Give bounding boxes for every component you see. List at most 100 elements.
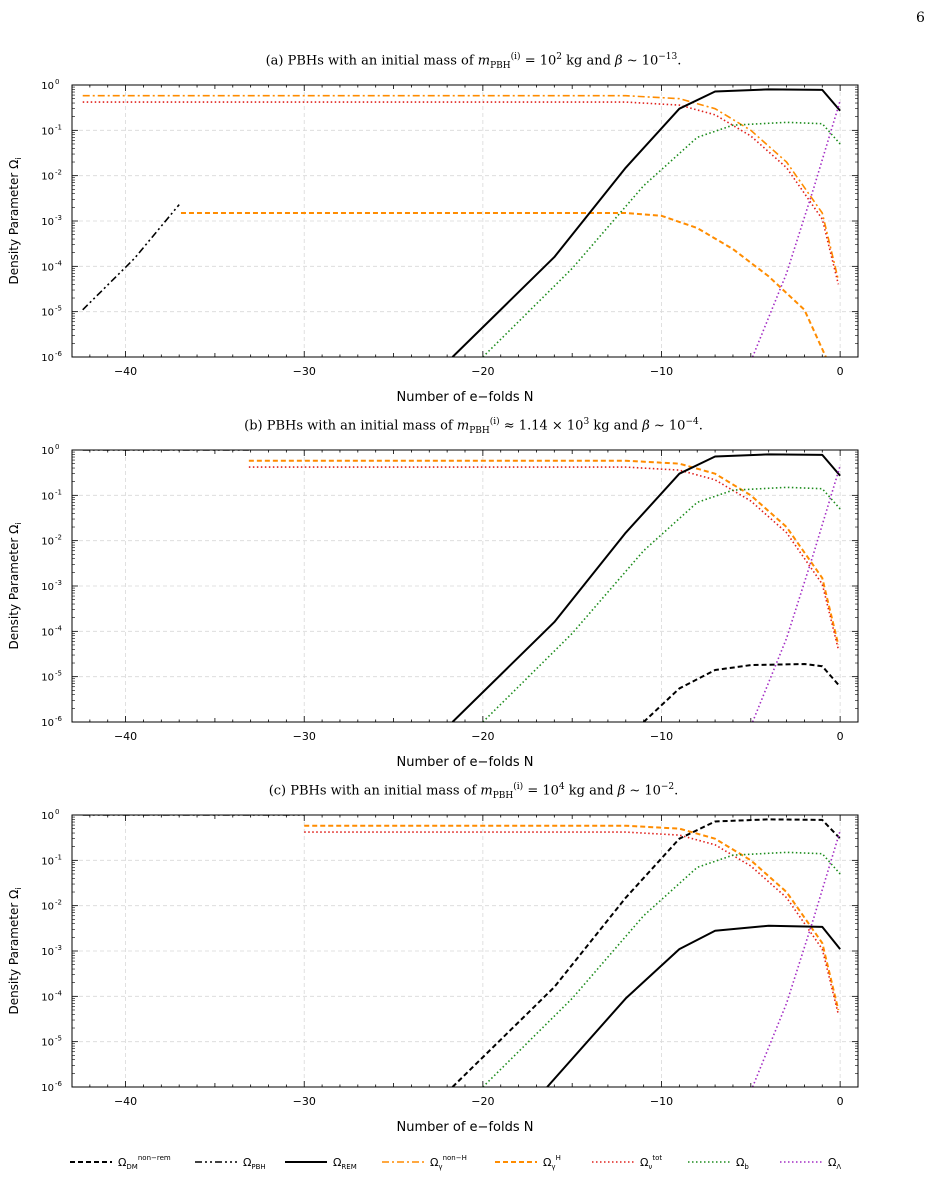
x-tick-label: −30 [293,1095,316,1108]
chart-title-beta-exp: −4 [685,417,699,427]
legend-label: Ωνtot [640,1154,662,1171]
legend-label-sub: PBH [251,1163,265,1171]
x-tick-label: −10 [650,365,673,378]
y-tick-label: 10 [41,1038,54,1049]
x-tick-label: −40 [114,1095,137,1108]
legend-label: ΩDMnon−rem [118,1154,171,1171]
legend-item-lambda: ΩΛ [780,1156,841,1171]
chart-plot-b: −40 −30 −20 −10 010 -610 -510 -410 -310 -210 -110 0… [7,443,859,770]
series-line-gamma_H [180,212,827,357]
series-line-lambda [751,830,841,1087]
y-tick-label: 10 [41,537,54,548]
x-axis-label: Number of e−folds N [397,1120,534,1135]
y-axis-label: Density Parameter Ωi [7,522,23,649]
x-tick-label: −20 [471,730,494,743]
x-tick-label: −40 [114,730,137,743]
y-tick-label: 10 [41,947,54,958]
y-axis-label-sub: i [14,887,23,889]
y-axis-label-sub: i [14,157,23,159]
series-line-nu_tot [82,101,840,285]
series-line-b [482,486,841,722]
series-line-gamma_H [248,459,840,646]
legend-label: ΩPBH [243,1156,266,1171]
legend-label-sub: REM [341,1163,356,1171]
legend-item-nu_tot: Ωνtot [592,1154,662,1171]
series-line-b [482,121,841,357]
series-group [82,450,841,722]
legend-label-sub: b [744,1163,749,1171]
chart-title-beta-exp: −13 [658,52,678,62]
y-tick-label-exp: -3 [55,579,62,587]
legend-label-sup: tot [652,1154,662,1162]
y-tick-label-exp: -4 [55,259,63,267]
chart-title-mass-exp: 4 [558,782,565,792]
y-tick-label-exp: -6 [55,350,63,358]
y-tick-label-exp: -6 [55,1080,63,1088]
y-tick-label: 10 [41,811,54,822]
chart-panel-b: (b) PBHs with an initial mass of mPBH(i)… [0,417,947,787]
chart-title-a: (a) PBHs with an initial mass of mPBH(i)… [265,52,682,71]
series-line-lambda [751,465,841,722]
x-tick-label: −10 [650,1095,673,1108]
y-tick-label-exp: -5 [55,1035,62,1043]
x-tick-label: −20 [471,365,494,378]
y-tick-label: 10 [41,81,54,92]
chart-plot-a: −40 −30 −20 −10 010 -610 -510 -410 -310 -210 -110 0… [7,78,859,405]
y-tick-label: 10 [41,718,54,729]
legend-label-sub: DM [126,1163,137,1171]
series-line-gamma_nonH [82,94,840,281]
series-line-dm_nonrem [642,663,841,722]
series-line-nu_tot [304,831,840,1015]
y-tick-label-exp: -4 [55,624,63,632]
y-tick-label-exp: -2 [55,534,62,542]
chart-title-mass-exp: 2 [556,52,562,62]
x-tick-label: −20 [471,1095,494,1108]
series-line-rem [451,453,841,722]
legend-label-sub: Λ [836,1163,841,1171]
y-tick-label: 10 [41,992,54,1003]
y-tick-label: 10 [41,902,54,913]
chart-title-prefix: (b) PBHs with an initial mass of [244,418,453,434]
legend-label-sup: H [556,1154,561,1162]
legend-item-gamma_nonH: Ωγnon−H [382,1154,467,1171]
y-tick-label-exp: 0 [55,443,59,451]
series-line-rem [451,88,841,357]
series-line-gamma_H [304,824,840,1011]
chart-title-mass: = 10 [524,53,557,69]
legend-item-pbh: ΩPBH [195,1156,266,1171]
series-group [82,88,841,357]
y-tick-label-exp: -3 [55,944,62,952]
chart-title-mass-exp: 3 [583,417,590,427]
chart-plot-c: −40 −30 −20 −10 010 -610 -510 -410 -310 -210 -110 0… [7,808,859,1135]
y-tick-label: 10 [41,172,54,183]
y-tick-label: 10 [41,673,54,684]
x-tick-label: −10 [650,730,673,743]
y-tick-label: 10 [41,308,54,319]
y-axis-label: Density Parameter Ωi [7,887,23,1014]
y-tick-label-exp: -5 [55,305,62,313]
x-tick-label: 0 [837,730,844,743]
y-tick-label: 10 [41,1083,54,1094]
series-line-lambda [751,100,841,357]
chart-title-mass: ≈ 1.14 × 10 [503,418,584,434]
x-tick-label: 0 [837,365,844,378]
series-line-b [482,851,841,1087]
y-tick-label-exp: -2 [55,899,62,907]
y-tick-label-exp: 0 [55,808,59,816]
chart-title-c: (c) PBHs with an initial mass of mPBH(i)… [268,782,679,801]
y-tick-label-exp: -1 [55,123,62,131]
legend-label: ΩγH [543,1154,561,1171]
y-tick-label-exp: -2 [55,169,62,177]
chart-title-prefix: (a) PBHs with an initial mass of [265,53,474,69]
y-tick-label-exp: -4 [55,989,63,997]
legend-label: Ωγnon−H [430,1154,467,1171]
chart-legend: ΩDMnon−rem ΩPBH ΩREM Ωγnon−H ΩγH Ωνtot Ωb ΩΛ [70,1154,841,1171]
x-axis-label: Number of e−folds N [397,390,534,405]
chart-title-b: (b) PBHs with an initial mass of mPBH(i)… [244,417,703,436]
chart-panel-a: (a) PBHs with an initial mass of mPBH(i)… [0,52,947,422]
legend-label-sup: non−H [443,1154,467,1162]
y-tick-label: 10 [41,217,54,228]
y-tick-label: 10 [41,126,54,137]
y-tick-label-exp: -5 [55,670,62,678]
legend-label-sub: γ [551,1163,555,1171]
